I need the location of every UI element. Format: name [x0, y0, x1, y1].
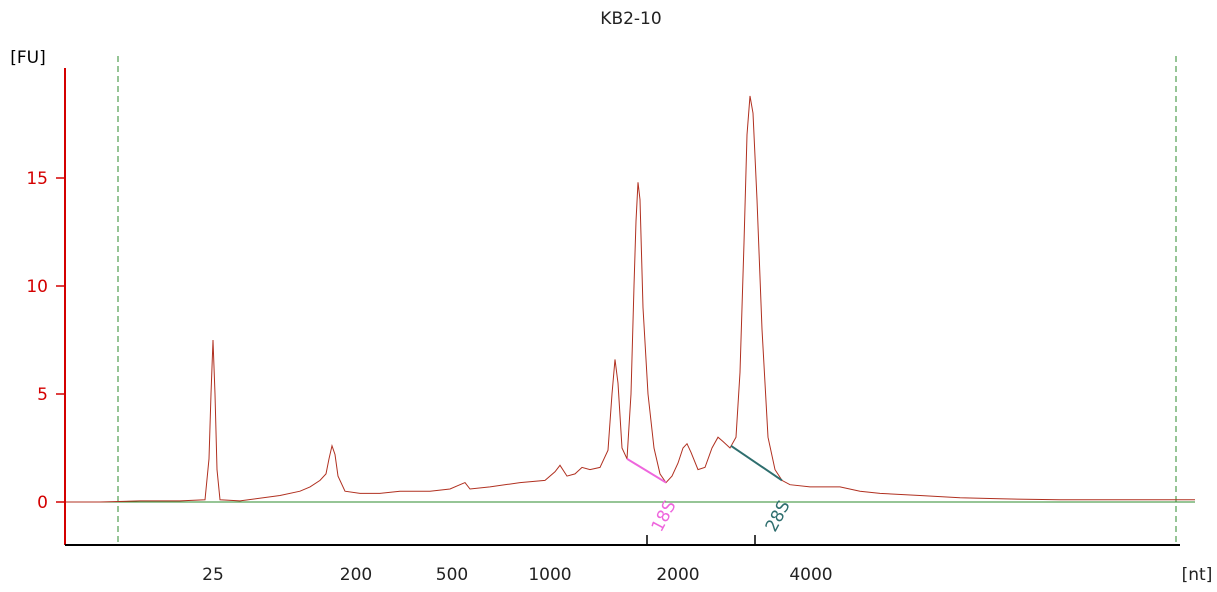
y-axis-label: [FU]: [10, 48, 46, 68]
y-tick-label: 15: [26, 169, 48, 189]
marker-28s-label: 28S: [762, 497, 795, 535]
y-tick-label: 5: [37, 385, 48, 405]
electropherogram-trace: [64, 95, 1195, 503]
x-tick-labels: 25 200 500 1000 2000 4000: [202, 535, 833, 585]
x-tick-label: 25: [202, 565, 224, 585]
peak-markers: 18S 28S: [626, 445, 795, 535]
x-tick-label: 4000: [789, 565, 832, 585]
axes: [64, 68, 1180, 546]
x-axis-label: [nt]: [1182, 565, 1213, 585]
marker-18s-line: [626, 457, 667, 484]
y-tick-labels: 0 5 10 15: [26, 169, 65, 513]
x-tick-label: 500: [436, 565, 468, 585]
x-tick-label: 200: [340, 565, 372, 585]
x-tick-label: 1000: [528, 565, 571, 585]
chart-title: KB2-10: [600, 9, 661, 29]
y-tick-label: 10: [26, 277, 48, 297]
vertical-marker-lines: [117, 56, 1177, 545]
marker-18s-label: 18S: [648, 497, 681, 535]
marker-28s-line: [730, 445, 783, 482]
y-tick-label: 0: [37, 493, 48, 513]
x-tick-label: 2000: [656, 565, 699, 585]
